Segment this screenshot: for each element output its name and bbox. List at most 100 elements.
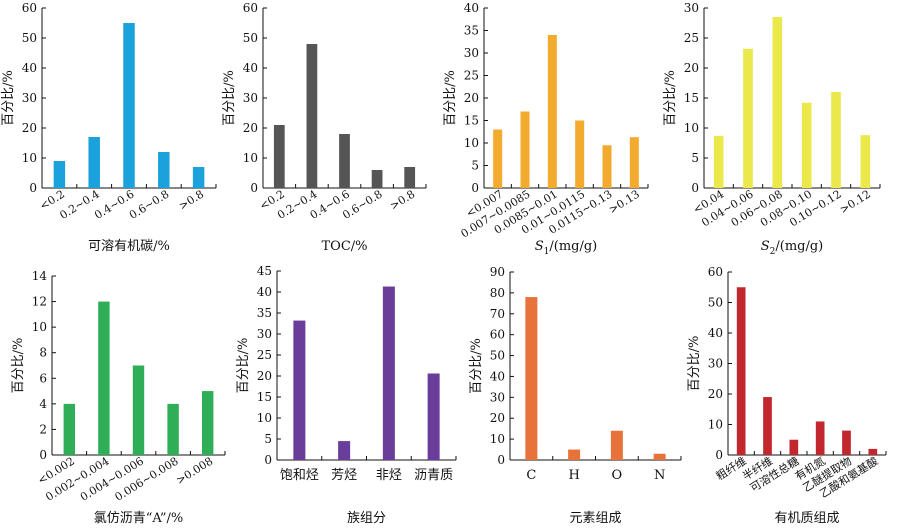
bar <box>868 448 878 455</box>
y-tick-label: 50 <box>22 31 37 45</box>
y-tick-label: 15 <box>257 390 272 404</box>
bar <box>743 48 753 188</box>
y-tick-label: 30 <box>490 390 505 404</box>
y-tick-label: 10 <box>464 136 479 150</box>
y-tick-label: 30 <box>464 46 479 60</box>
x-tick-label: 饱和烃 <box>280 468 319 483</box>
bar <box>763 397 772 455</box>
chart-panel-8: 0102030405060粗纤维半纤维可溶性总糖有机氮乙醚提取物乙酸和氨基酸百分… <box>687 265 887 526</box>
y-tick-label: 50 <box>490 349 505 363</box>
y-axis-label: 百分比/% <box>1 70 16 126</box>
bar <box>167 403 179 455</box>
y-axis-label: 百分比/% <box>11 338 26 394</box>
y-tick-label: 40 <box>490 369 505 383</box>
y-tick-label: 50 <box>243 31 258 45</box>
x-axis-label: 可溶有机碳/% <box>88 239 170 254</box>
bar <box>629 137 639 188</box>
y-tick-label: 30 <box>708 357 723 371</box>
bar <box>653 453 666 460</box>
bar <box>493 129 503 188</box>
bar <box>772 17 783 188</box>
y-axis-label: 百分比/% <box>236 338 251 394</box>
y-axis-label: 百分比/% <box>222 70 237 126</box>
x-tick-label: 沥青质 <box>414 468 453 483</box>
y-tick-label: 20 <box>243 121 258 135</box>
x-axis-label: S2/(mg/g) <box>761 239 824 257</box>
y-tick-label: 60 <box>490 328 505 342</box>
x-axis-label-var: S <box>761 239 770 254</box>
y-tick-label: 40 <box>464 1 479 15</box>
bar <box>338 441 351 460</box>
bar <box>520 111 530 188</box>
y-tick-label: 20 <box>22 121 37 135</box>
bar <box>306 44 318 188</box>
bar <box>293 320 306 460</box>
bar <box>842 430 851 455</box>
bar <box>404 167 416 188</box>
x-axis-label-unit: /(mg/g) <box>549 239 597 254</box>
bar <box>63 403 76 455</box>
bar <box>123 23 135 188</box>
y-axis-label: 百分比/% <box>687 336 702 392</box>
x-tick-label: 0.6~0.8 <box>127 188 171 222</box>
y-tick-label: 10 <box>22 151 37 165</box>
y-tick-label: 12 <box>32 295 47 309</box>
bar <box>736 287 746 455</box>
y-tick-label: 25 <box>257 348 272 362</box>
chart-panel-4: 051015202530<0.040.04~0.060.06~0.080.08~… <box>663 1 881 257</box>
bar <box>860 135 871 188</box>
bar <box>831 92 841 188</box>
y-tick-label: 0 <box>264 453 272 467</box>
y-tick-label: 25 <box>464 69 479 83</box>
bar <box>339 134 350 188</box>
x-axis-label-unit: /(mg/g) <box>775 239 823 254</box>
y-tick-label: 10 <box>243 151 258 165</box>
chart-panel-7: 0 10 20 30 40 50 60 70 80 90 C H O N 百分比/% 元素组成 <box>469 265 682 526</box>
y-tick-label: 0 <box>715 448 723 462</box>
bar <box>382 286 395 460</box>
x-tick-label: >0.8 <box>388 188 418 213</box>
y-tick-label: 10 <box>490 432 505 446</box>
x-axis-label: 有机质组成 <box>774 511 839 526</box>
bar <box>158 152 170 188</box>
y-tick-label: 35 <box>257 306 272 320</box>
y-tick-label: 35 <box>464 24 479 38</box>
bar <box>610 430 623 460</box>
y-tick-label: 40 <box>708 326 723 340</box>
bar <box>801 102 812 188</box>
y-axis-label: 百分比/% <box>443 70 458 126</box>
x-axis-label-sub: 1 <box>544 247 550 257</box>
bar <box>427 373 440 460</box>
x-tick-label: O <box>612 468 623 483</box>
y-tick-label: 10 <box>257 411 272 425</box>
y-tick-label: 14 <box>32 269 48 283</box>
bar <box>88 137 100 188</box>
x-axis-label: 氯仿沥青“A”/% <box>94 511 184 526</box>
y-tick-label: 30 <box>243 91 258 105</box>
x-tick-label: C <box>526 468 536 483</box>
y-tick-label: 20 <box>708 387 723 401</box>
x-axis-label: 元素组成 <box>569 511 621 526</box>
y-tick-label: 6 <box>39 371 47 385</box>
x-tick-label: >0.008 <box>174 455 215 488</box>
bar <box>371 170 383 188</box>
bar <box>602 145 612 188</box>
y-tick-label: 15 <box>684 91 699 105</box>
y-tick-label: 0 <box>29 181 37 195</box>
y-tick-label: 30 <box>684 1 699 15</box>
chart-panel-3: 0510152025303540<0.0070.007~0.00850.0085… <box>443 1 649 257</box>
y-tick-label: 5 <box>471 159 479 173</box>
y-tick-label: 60 <box>243 1 258 15</box>
y-tick-label: 70 <box>490 307 505 321</box>
y-tick-label: 20 <box>490 411 505 425</box>
bar <box>192 167 205 188</box>
y-tick-label: 60 <box>22 1 37 15</box>
y-tick-label: 5 <box>691 151 699 165</box>
y-tick-label: 60 <box>708 265 723 279</box>
bar <box>575 120 585 188</box>
y-tick-label: 20 <box>257 369 272 383</box>
y-tick-label: 15 <box>464 114 479 128</box>
y-tick-label: 5 <box>264 432 272 446</box>
